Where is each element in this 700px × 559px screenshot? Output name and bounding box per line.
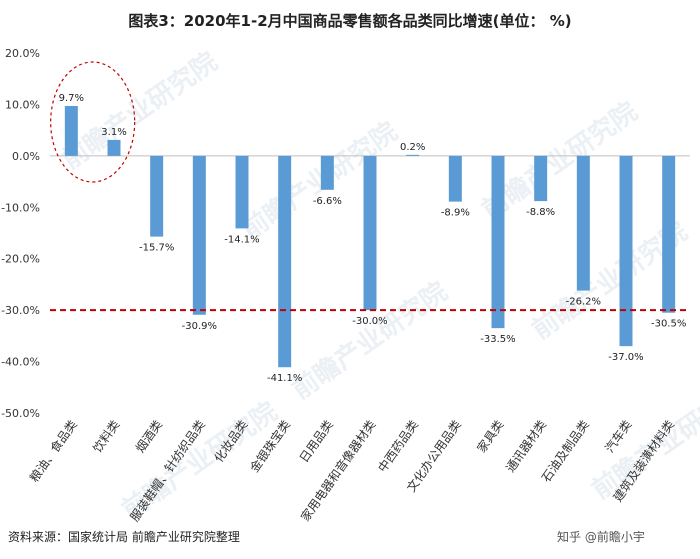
bar	[619, 155, 633, 347]
bar	[448, 155, 462, 202]
bar	[64, 105, 78, 156]
data-label: -30.5%	[651, 319, 686, 330]
author-credit: 知乎 @前瞻小宇	[557, 530, 645, 544]
bar	[107, 139, 121, 156]
bar	[235, 155, 249, 229]
y-tick-label: 20.0%	[5, 47, 40, 60]
x-tick-label: 饮料类	[90, 418, 122, 456]
x-tick-label: 烟酒类	[133, 418, 165, 456]
bar	[150, 155, 164, 237]
data-label: -8.8%	[526, 207, 555, 218]
x-tick-label: 家具类	[474, 417, 507, 455]
bar	[320, 155, 334, 190]
bar	[662, 155, 676, 313]
data-label: -26.2%	[566, 297, 601, 308]
bar	[192, 155, 206, 315]
data-label: -15.7%	[139, 243, 174, 254]
data-label: -30.9%	[182, 321, 217, 332]
y-tick-label: -50.0%	[1, 407, 40, 420]
chart-title: 图表3：2020年1-2月中国商品零售额各品类同比增速(单位： %)	[128, 12, 572, 30]
x-tick-label: 日用品类	[297, 418, 336, 465]
x-tick-label: 中西药品类	[374, 417, 421, 475]
source-note: 资料来源：国家统计局 前瞻产业研究院整理	[8, 530, 240, 544]
data-label: 9.7%	[59, 93, 84, 104]
y-tick-label: 10.0%	[5, 98, 40, 111]
data-label: -41.1%	[267, 373, 302, 384]
x-tick-label: 汽车类	[602, 417, 635, 455]
data-label: 3.1%	[101, 127, 126, 138]
data-label: -14.1%	[224, 234, 259, 245]
highlight-ellipse	[50, 61, 136, 183]
data-label: 0.2%	[400, 142, 425, 153]
watermark-text: 前瞻产业研究院	[236, 116, 403, 246]
data-label: -37.0%	[608, 352, 643, 363]
bars	[50, 105, 690, 368]
bar	[363, 155, 377, 311]
x-tick-label: 家用电器和音像器材类	[297, 417, 378, 524]
y-tick-label: -10.0%	[1, 201, 40, 214]
x-tick-label: 通讯器材类	[503, 418, 549, 475]
watermark-text: 前瞻产业研究院	[586, 376, 700, 506]
bar	[406, 154, 420, 156]
x-tick-label: 粮油、食品类	[26, 417, 80, 485]
watermark-layer: 前瞻产业研究院前瞻产业研究院前瞻产业研究院前瞻产业研究院前瞻产业研究院前瞻产业研…	[56, 46, 700, 526]
data-labels: 9.7% 3.1% -15.7% -30.9% -14.1% -41.1% -6.6% -30…	[59, 93, 687, 384]
bar	[491, 155, 505, 329]
y-axis: 20.0% 10.0% 0.0% -10.0% -20.0% -30.0% -40.0% -5…	[1, 47, 40, 420]
data-label: -33.5%	[480, 334, 515, 345]
y-tick-label: -20.0%	[1, 253, 40, 266]
data-label: -6.6%	[313, 196, 342, 207]
data-label: -30.0%	[352, 316, 387, 327]
y-tick-label: 0.0%	[12, 150, 40, 163]
annotations	[50, 61, 690, 312]
bar	[534, 155, 548, 202]
bar	[278, 155, 292, 368]
y-tick-label: -40.0%	[1, 356, 40, 369]
bar	[576, 155, 590, 291]
y-tick-label: -30.0%	[1, 304, 40, 317]
data-label: -8.9%	[441, 208, 470, 219]
